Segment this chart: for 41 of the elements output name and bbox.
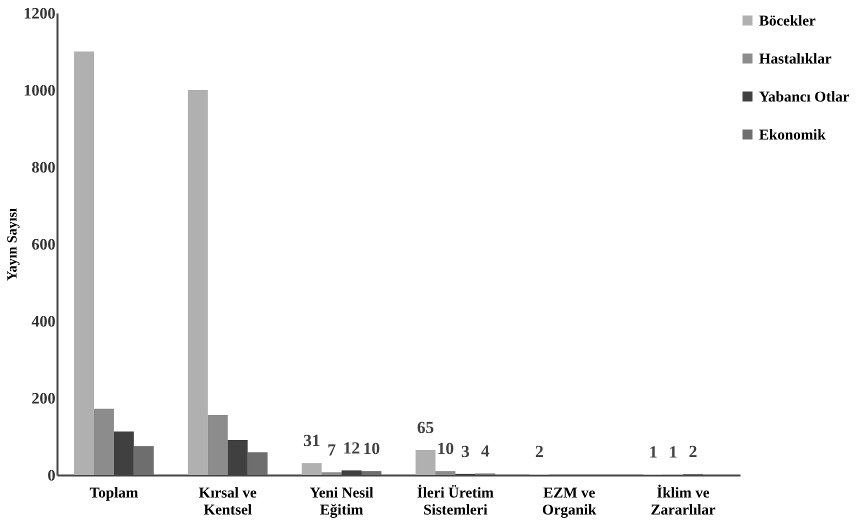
x-tick-label: Kırsal ve Kentsel: [198, 486, 258, 518]
x-tick-label: İleri Üretim Sistemleri: [417, 484, 494, 518]
legend-label: Yabancı Otlar: [759, 90, 850, 106]
bar: [188, 90, 208, 475]
y-tick-label: 0: [48, 468, 56, 484]
bar: [416, 450, 436, 475]
data-label: 4: [481, 441, 490, 460]
bar: [208, 414, 228, 475]
data-label: 2: [535, 442, 544, 462]
y-tick-label: 1000: [24, 82, 56, 100]
bar: [302, 463, 322, 475]
data-label: 2: [688, 442, 698, 462]
bar: [435, 471, 456, 475]
x-tick-label: Toplam: [90, 486, 139, 502]
x-tick-label: İklim ve Zararlılar: [650, 484, 716, 518]
bar: [362, 471, 382, 475]
legend-label: Hastalıklar: [759, 52, 832, 68]
data-label: 1: [648, 442, 658, 462]
bar: [248, 452, 268, 475]
data-label: 12: [343, 438, 360, 458]
bar: [74, 52, 94, 475]
x-tick-label: EZM ve Organik: [542, 486, 597, 518]
legend-label: Böcekler: [759, 14, 816, 30]
y-tick-label: 200: [32, 390, 56, 408]
data-label: 10: [436, 439, 454, 458]
data-label: 10: [362, 439, 380, 458]
data-label: 7: [327, 440, 336, 460]
y-tick-label: 1200: [24, 6, 56, 22]
y-axis-title: Yayın Sayısı: [6, 208, 20, 281]
data-label: 3: [461, 442, 470, 461]
y-tick-label: 800: [32, 160, 56, 176]
data-label: 1: [668, 442, 678, 462]
y-tick-label: 400: [32, 314, 56, 330]
bar: [94, 408, 114, 475]
bar: [322, 472, 342, 475]
x-tick-label: Yeni Nesil Eğitim: [310, 486, 374, 518]
data-label: 65: [417, 418, 434, 437]
legend-label: Ekonomik: [759, 128, 826, 144]
bar: [134, 446, 154, 475]
data-label: 31: [303, 431, 320, 450]
y-tick-label: 600: [32, 236, 56, 254]
